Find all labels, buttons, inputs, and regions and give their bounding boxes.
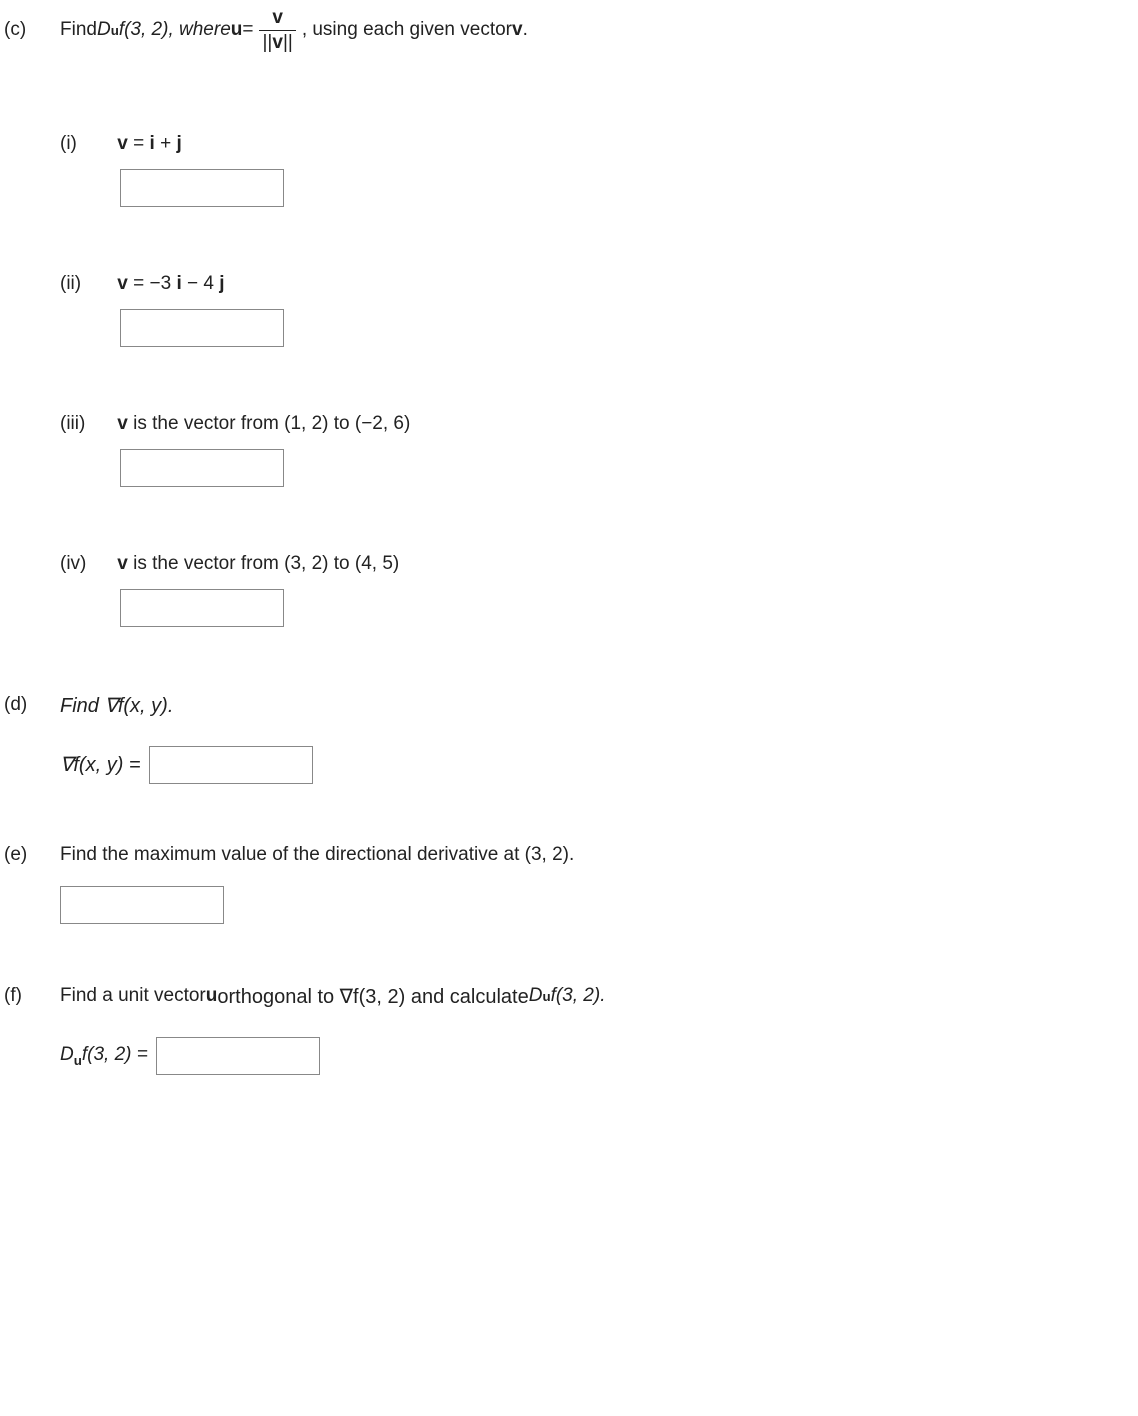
ii-i: i <box>176 273 181 294</box>
ii-eq: = −3 <box>133 273 171 294</box>
ii-j: j <box>219 273 224 294</box>
part-f-D: D <box>529 985 543 1007</box>
subpart-i: (i) v = i + j <box>60 133 1134 213</box>
part-f-prefix: Find a unit vector <box>60 985 206 1007</box>
part-c-u-sub: u <box>111 23 119 38</box>
part-e: (e) Find the maximum value of the direct… <box>4 844 1134 924</box>
answer-box-iii[interactable] <box>120 449 284 487</box>
subpart-i-label: (i) <box>60 133 112 155</box>
frac-numerator: v <box>259 8 295 31</box>
part-c-suffix: , using each given vector <box>302 19 512 41</box>
part-c-fraction: v ||v|| <box>259 8 295 53</box>
part-c-fpoint: f(3, 2), where <box>119 19 231 41</box>
i-plus: + <box>160 133 176 154</box>
answer-box-f[interactable] <box>156 1037 320 1075</box>
i-v: v <box>117 133 128 154</box>
part-d-eqline: ∇f(x, y) = <box>60 746 1134 784</box>
part-d-label: (d) <box>4 694 60 716</box>
answer-box-i[interactable] <box>120 169 284 207</box>
subpart-iii: (iii) v is the vector from (1, 2) to (−2… <box>60 413 1134 493</box>
ii-minus: − 4 <box>187 273 214 294</box>
part-f-u-sub: u <box>542 989 550 1004</box>
part-d-lhs: ∇f(x, y) = <box>60 752 141 777</box>
subpart-ii-label: (ii) <box>60 273 112 295</box>
part-f-eqline: Duf(3, 2) = <box>60 1037 1134 1075</box>
part-c-u-bold: u <box>231 19 243 41</box>
iv-text: is the vector from (3, 2) to (4, 5) <box>133 553 399 574</box>
part-c: (c) Find D u f(3, 2), where u = v ||v|| … <box>4 8 1134 633</box>
part-f-prompt-row: (f) Find a unit vector u orthogonal to ∇… <box>4 984 1134 1009</box>
part-e-label: (e) <box>4 844 60 866</box>
part-d-prompt-row: (d) Find ∇f(x, y). <box>4 693 1134 718</box>
answer-box-d[interactable] <box>149 746 313 784</box>
ii-v: v <box>117 273 128 294</box>
part-f-fpoint: f(3, 2). <box>551 985 606 1007</box>
answer-box-ii[interactable] <box>120 309 284 347</box>
part-c-equals: = <box>242 19 253 41</box>
part-c-label: (c) <box>4 19 60 41</box>
part-f-u-bold: u <box>206 985 218 1007</box>
part-d-prompt: Find ∇f(x, y). <box>60 693 173 718</box>
iv-v: v <box>117 553 128 574</box>
i-j: j <box>176 133 181 154</box>
part-f-label: (f) <box>4 985 60 1007</box>
subpart-iv: (iv) v is the vector from (3, 2) to (4, … <box>60 553 1134 633</box>
answer-box-e[interactable] <box>60 886 224 924</box>
part-e-prompt: Find the maximum value of the directiona… <box>60 844 574 866</box>
iii-text: is the vector from (1, 2) to (−2, 6) <box>133 413 410 434</box>
iii-v: v <box>117 413 128 434</box>
part-c-text-1: Find <box>60 19 97 41</box>
answer-box-iv[interactable] <box>120 589 284 627</box>
part-f: (f) Find a unit vector u orthogonal to ∇… <box>4 984 1134 1075</box>
part-f-lhs-rest: f(3, 2) = <box>82 1044 148 1065</box>
part-e-box-row <box>60 886 1134 924</box>
part-f-lhs-u: u <box>74 1053 82 1068</box>
i-eq: = <box>133 133 149 154</box>
i-i: i <box>150 133 155 154</box>
part-f-lhs: Duf(3, 2) = <box>60 1044 148 1068</box>
part-c-D: D <box>97 19 111 41</box>
subpart-iii-label: (iii) <box>60 413 112 435</box>
subpart-iv-label: (iv) <box>60 553 112 575</box>
subpart-ii: (ii) v = −3 i − 4 j <box>60 273 1134 353</box>
part-f-mid: orthogonal to ∇f(3, 2) and calculate <box>217 984 528 1009</box>
part-d: (d) Find ∇f(x, y). ∇f(x, y) = <box>4 693 1134 784</box>
part-c-v-bold: v <box>512 19 523 41</box>
part-c-period: . <box>523 19 528 41</box>
part-f-lhs-D: D <box>60 1044 74 1065</box>
part-e-prompt-row: (e) Find the maximum value of the direct… <box>4 844 1134 866</box>
part-c-prompt: (c) Find D u f(3, 2), where u = v ||v|| … <box>4 8 1134 53</box>
frac-denominator: ||v|| <box>259 31 295 53</box>
